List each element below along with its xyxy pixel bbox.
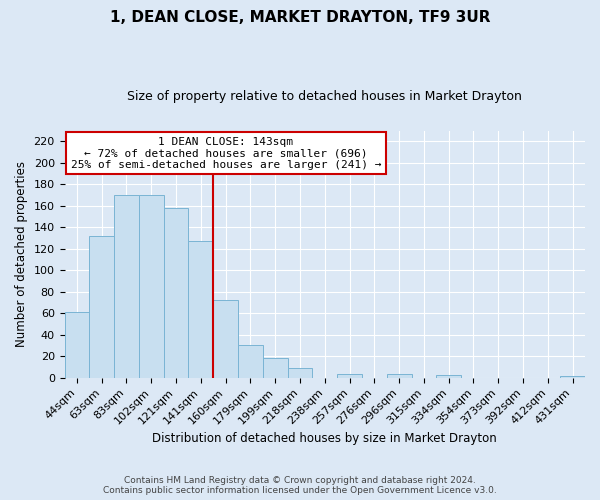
Text: Contains HM Land Registry data © Crown copyright and database right 2024.
Contai: Contains HM Land Registry data © Crown c… — [103, 476, 497, 495]
Bar — [139, 195, 164, 378]
Bar — [263, 358, 287, 378]
Bar — [89, 236, 114, 378]
Bar — [560, 376, 585, 378]
Bar — [238, 344, 263, 378]
Bar — [387, 374, 412, 378]
Bar — [436, 374, 461, 378]
Bar — [114, 195, 139, 378]
Y-axis label: Number of detached properties: Number of detached properties — [15, 161, 28, 347]
Bar — [164, 208, 188, 378]
Text: 1 DEAN CLOSE: 143sqm
← 72% of detached houses are smaller (696)
25% of semi-deta: 1 DEAN CLOSE: 143sqm ← 72% of detached h… — [71, 136, 381, 170]
Bar — [337, 374, 362, 378]
Text: 1, DEAN CLOSE, MARKET DRAYTON, TF9 3UR: 1, DEAN CLOSE, MARKET DRAYTON, TF9 3UR — [110, 10, 490, 25]
Title: Size of property relative to detached houses in Market Drayton: Size of property relative to detached ho… — [127, 90, 522, 103]
Bar — [65, 312, 89, 378]
Bar — [287, 368, 313, 378]
Bar — [188, 242, 213, 378]
X-axis label: Distribution of detached houses by size in Market Drayton: Distribution of detached houses by size … — [152, 432, 497, 445]
Bar — [213, 300, 238, 378]
